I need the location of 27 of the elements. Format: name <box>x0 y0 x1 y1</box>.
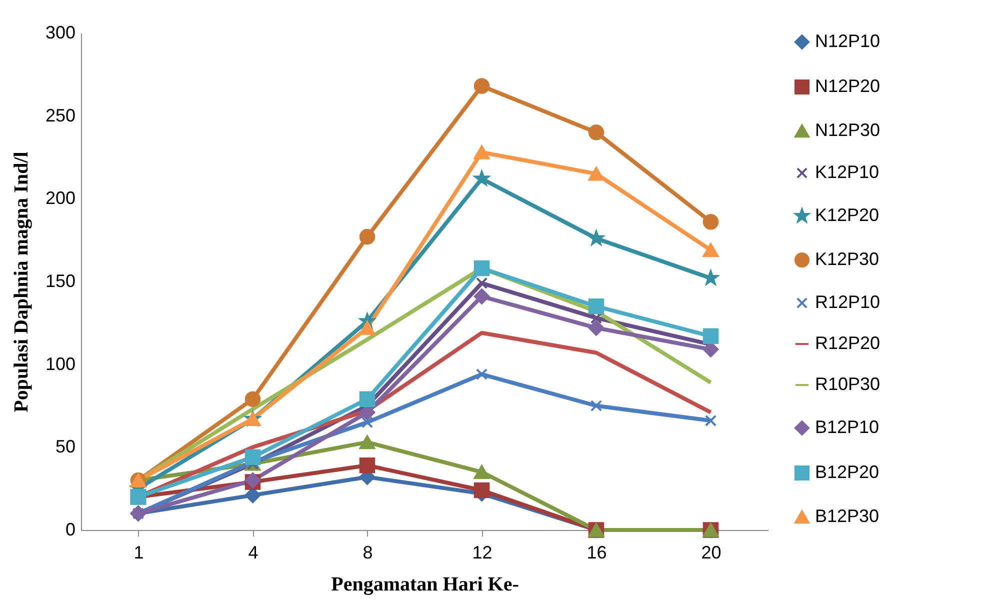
legend-label: N12P10 <box>815 31 880 51</box>
x-tick-label: 1 <box>134 542 144 562</box>
y-tick-label: 200 <box>45 188 76 208</box>
legend-label: N12P20 <box>815 76 880 96</box>
y-tick-label: 100 <box>45 354 76 374</box>
x-tick-label: 20 <box>701 542 722 562</box>
legend-label: N12P30 <box>815 120 880 140</box>
y-tick-label: 50 <box>55 436 76 457</box>
y-tick-label: 0 <box>65 520 76 540</box>
x-tick-label: 8 <box>362 542 373 562</box>
legend-label: K12P10 <box>815 162 880 182</box>
legend-label: B12P10 <box>815 417 880 437</box>
legend-label: B12P30 <box>815 506 880 526</box>
legend-label: K12P30 <box>815 249 880 269</box>
legend-label: B12P20 <box>815 462 880 482</box>
legend-label: R12P20 <box>815 333 880 353</box>
x-tick-label: 12 <box>472 542 492 562</box>
y-tick-label: 300 <box>45 22 76 42</box>
y-tick-label: 250 <box>45 105 76 126</box>
y-tick-label: 150 <box>45 271 76 291</box>
legend-label: K12P20 <box>815 205 880 225</box>
x-axis-title: Pengamatan Hari Ke- <box>331 574 519 596</box>
legend-label: R10P30 <box>815 374 880 394</box>
x-tick-label: 4 <box>248 542 258 562</box>
x-tick-label: 16 <box>586 542 607 562</box>
legend-label: R12P10 <box>815 292 880 312</box>
y-axis-title: Populasi Daphnia magna Ind/l <box>10 151 32 412</box>
